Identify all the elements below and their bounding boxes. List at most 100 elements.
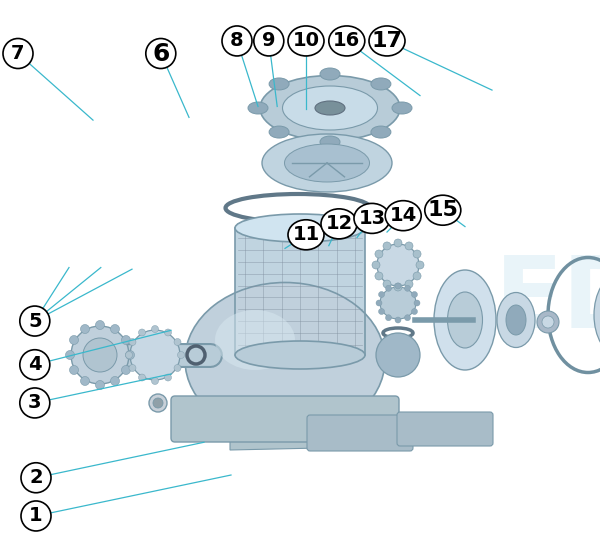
Ellipse shape [506, 305, 526, 335]
Ellipse shape [95, 321, 104, 329]
Ellipse shape [83, 338, 117, 372]
Ellipse shape [434, 270, 496, 370]
Ellipse shape [376, 333, 420, 377]
Ellipse shape [262, 134, 392, 192]
Ellipse shape [395, 317, 401, 323]
Text: ED: ED [494, 252, 600, 348]
Ellipse shape [354, 204, 390, 233]
Text: 13: 13 [358, 209, 386, 228]
Ellipse shape [404, 285, 410, 291]
Ellipse shape [139, 374, 146, 381]
Ellipse shape [320, 68, 340, 80]
Ellipse shape [383, 242, 391, 250]
Ellipse shape [248, 102, 268, 114]
Text: 6: 6 [152, 41, 169, 66]
Ellipse shape [269, 78, 289, 90]
Ellipse shape [65, 351, 74, 359]
Ellipse shape [110, 324, 119, 334]
Ellipse shape [537, 311, 559, 333]
Ellipse shape [20, 306, 50, 336]
Ellipse shape [20, 388, 50, 418]
Text: 7: 7 [11, 44, 25, 63]
Ellipse shape [321, 209, 357, 239]
Ellipse shape [375, 250, 383, 258]
Ellipse shape [412, 308, 418, 314]
Ellipse shape [125, 352, 133, 359]
Ellipse shape [151, 377, 158, 384]
Ellipse shape [121, 335, 130, 345]
Ellipse shape [20, 350, 50, 379]
Ellipse shape [222, 26, 252, 56]
Ellipse shape [315, 101, 345, 115]
Ellipse shape [377, 244, 419, 286]
Ellipse shape [129, 365, 136, 371]
Ellipse shape [235, 214, 365, 242]
Text: 12: 12 [325, 215, 353, 233]
Ellipse shape [329, 26, 365, 56]
Text: 15: 15 [427, 200, 458, 220]
Ellipse shape [125, 351, 134, 359]
Ellipse shape [178, 352, 185, 359]
Ellipse shape [383, 280, 391, 288]
Ellipse shape [260, 75, 400, 140]
Ellipse shape [371, 78, 391, 90]
Ellipse shape [392, 102, 412, 114]
Text: 16: 16 [333, 32, 361, 50]
Ellipse shape [70, 335, 79, 345]
Text: 5: 5 [28, 312, 41, 330]
Ellipse shape [404, 314, 410, 321]
Ellipse shape [372, 261, 380, 269]
Ellipse shape [129, 339, 136, 346]
Ellipse shape [288, 220, 324, 250]
Ellipse shape [395, 283, 401, 289]
Ellipse shape [269, 126, 289, 138]
Polygon shape [230, 418, 320, 450]
Ellipse shape [405, 242, 413, 250]
Ellipse shape [375, 272, 383, 280]
Ellipse shape [146, 39, 176, 68]
Ellipse shape [414, 300, 420, 306]
Ellipse shape [80, 377, 89, 385]
Ellipse shape [369, 26, 405, 56]
Ellipse shape [139, 329, 146, 336]
Ellipse shape [164, 374, 172, 381]
Ellipse shape [425, 195, 461, 225]
Ellipse shape [412, 292, 418, 298]
FancyBboxPatch shape [397, 412, 493, 446]
Ellipse shape [542, 316, 554, 328]
Polygon shape [235, 228, 365, 355]
Text: 14: 14 [389, 206, 417, 225]
Text: 1: 1 [29, 507, 43, 525]
Ellipse shape [151, 325, 158, 333]
Ellipse shape [215, 310, 295, 370]
FancyBboxPatch shape [171, 396, 399, 442]
Ellipse shape [448, 292, 482, 348]
Ellipse shape [164, 329, 172, 336]
Ellipse shape [320, 136, 340, 148]
Ellipse shape [70, 365, 79, 375]
Ellipse shape [130, 330, 180, 380]
Ellipse shape [110, 377, 119, 385]
Ellipse shape [283, 86, 377, 130]
Ellipse shape [95, 381, 104, 389]
Ellipse shape [385, 201, 421, 230]
Ellipse shape [394, 283, 402, 291]
Ellipse shape [379, 292, 385, 298]
Text: 9: 9 [262, 32, 275, 50]
Ellipse shape [416, 261, 424, 269]
Circle shape [149, 394, 167, 412]
Ellipse shape [121, 365, 130, 375]
Ellipse shape [21, 463, 51, 492]
Ellipse shape [288, 26, 324, 56]
Ellipse shape [71, 326, 129, 384]
Ellipse shape [380, 287, 416, 319]
Ellipse shape [284, 144, 370, 182]
FancyBboxPatch shape [307, 415, 413, 451]
Ellipse shape [174, 339, 181, 346]
Ellipse shape [174, 365, 181, 371]
Ellipse shape [413, 272, 421, 280]
Text: 17: 17 [371, 31, 403, 51]
Ellipse shape [394, 239, 402, 247]
Text: 4: 4 [28, 355, 41, 374]
Ellipse shape [405, 280, 413, 288]
